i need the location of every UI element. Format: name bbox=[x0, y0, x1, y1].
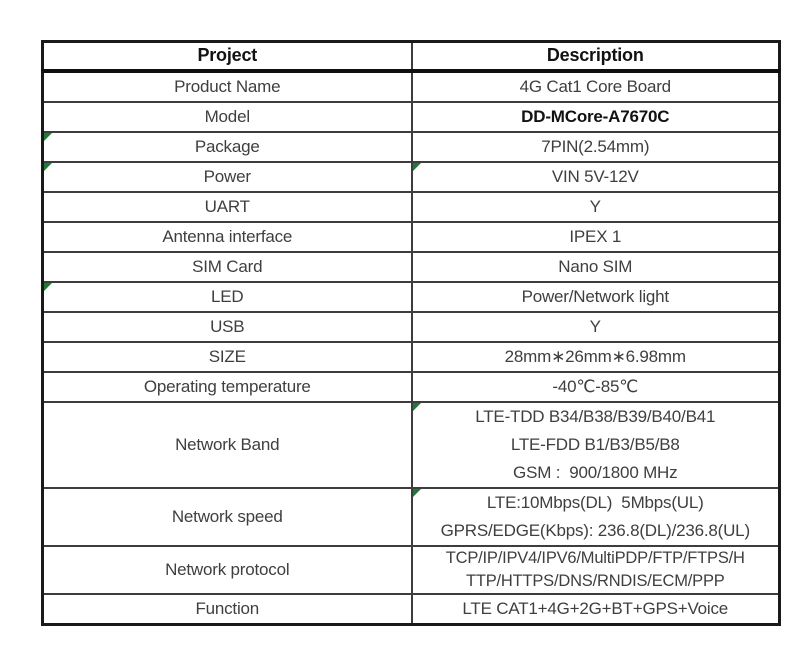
description-line: TTP/HTTPS/DNS/RNDIS/ECM/PPP bbox=[465, 571, 725, 590]
table-row-antenna-interface: Antenna interface IPEX 1 bbox=[41, 220, 781, 253]
project-cell: UART bbox=[41, 190, 413, 223]
description-line: 4G Cat1 Core Board bbox=[519, 76, 672, 96]
table-header-row: Project Description bbox=[41, 40, 781, 73]
project-cell: SIZE bbox=[41, 340, 413, 373]
table-row-network-band: Network Band LTE-TDD B34/B38/B39/B40/B41… bbox=[41, 400, 781, 489]
description-cell: IPEX 1 bbox=[410, 220, 781, 253]
description-line: VIN 5V-12V bbox=[551, 166, 639, 186]
project-cell: SIM Card bbox=[41, 250, 413, 283]
description-line: 7PIN(2.54mm) bbox=[541, 136, 650, 156]
description-line: LTE-TDD B34/B38/B39/B40/B41 bbox=[475, 406, 716, 426]
project-label: Power bbox=[203, 166, 251, 186]
description-cell: 7PIN(2.54mm) bbox=[410, 130, 781, 163]
spec-table: Project Description Product Name 4G Cat1… bbox=[41, 40, 781, 626]
table-row-model: Model DD-MCore-A7670C bbox=[41, 100, 781, 133]
description-line: DD-MCore-A7670C bbox=[521, 106, 670, 126]
project-label: Network speed bbox=[171, 506, 283, 526]
project-label: LED bbox=[211, 286, 244, 306]
project-label: Package bbox=[194, 136, 260, 156]
description-cell: LTE:10Mbps(DL) 5Mbps(UL) GPRS/EDGE(Kbps)… bbox=[410, 486, 781, 547]
project-label: Antenna interface bbox=[162, 226, 293, 246]
description-cell: Nano SIM bbox=[410, 250, 781, 283]
description-line: LTE-FDD B1/B3/B5/B8 bbox=[510, 434, 680, 454]
project-label: Network Band bbox=[175, 434, 280, 454]
table-row-uart: UART Y bbox=[41, 190, 781, 223]
project-cell: Network Band bbox=[41, 400, 413, 489]
description-line: LTE:10Mbps(DL) 5Mbps(UL) bbox=[486, 492, 704, 512]
project-label: Operating temperature bbox=[143, 376, 311, 396]
project-label: Model bbox=[204, 106, 251, 126]
table-row-sim-card: SIM Card Nano SIM bbox=[41, 250, 781, 283]
project-cell: Model bbox=[41, 100, 413, 133]
table-row-network-protocol: Network protocol TCP/IP/IPV4/IPV6/MultiP… bbox=[41, 544, 781, 595]
project-label: USB bbox=[210, 316, 245, 336]
table-row-package: Package 7PIN(2.54mm) bbox=[41, 130, 781, 163]
description-cell: DD-MCore-A7670C bbox=[410, 100, 781, 133]
description-cell: VIN 5V-12V bbox=[410, 160, 781, 193]
table-row-function: Function LTE CAT1+4G+2G+BT+GPS+Voice bbox=[41, 592, 781, 625]
cell-flag-triangle-icon bbox=[44, 133, 52, 141]
cell-flag-triangle-icon bbox=[413, 489, 421, 497]
description-cell: Power/Network light bbox=[410, 280, 781, 313]
project-cell: Network speed bbox=[41, 486, 413, 547]
description-line: Power/Network light bbox=[521, 286, 670, 306]
project-label: Product Name bbox=[174, 76, 281, 96]
description-line: Y bbox=[589, 316, 601, 336]
project-cell: LED bbox=[41, 280, 413, 313]
cell-flag-triangle-icon bbox=[44, 163, 52, 171]
table-row-led: LED Power/Network light bbox=[41, 280, 781, 313]
project-cell: Power bbox=[41, 160, 413, 193]
description-line: TCP/IP/IPV4/IPV6/MultiPDP/FTP/FTPS/H bbox=[445, 548, 745, 567]
cell-flag-triangle-icon bbox=[413, 403, 421, 411]
description-cell: Y bbox=[410, 190, 781, 223]
description-line: Y bbox=[589, 196, 601, 216]
description-line: LTE CAT1+4G+2G+BT+GPS+Voice bbox=[462, 598, 729, 618]
table-row-network-speed: Network speed LTE:10Mbps(DL) 5Mbps(UL) G… bbox=[41, 486, 781, 547]
project-cell: Operating temperature bbox=[41, 370, 413, 403]
project-cell: Package bbox=[41, 130, 413, 163]
table-row-operating-temperature: Operating temperature -40℃-85℃ bbox=[41, 370, 781, 403]
table-row-usb: USB Y bbox=[41, 310, 781, 343]
project-label: SIZE bbox=[208, 346, 246, 366]
description-cell: LTE-TDD B34/B38/B39/B40/B41 LTE-FDD B1/B… bbox=[410, 400, 781, 489]
project-cell: USB bbox=[41, 310, 413, 343]
column-header-description: Description bbox=[410, 40, 781, 73]
project-label: Network protocol bbox=[165, 559, 290, 579]
cell-flag-triangle-icon bbox=[413, 163, 421, 171]
description-cell: LTE CAT1+4G+2G+BT+GPS+Voice bbox=[410, 592, 781, 625]
description-line: GSM : 900/1800 MHz bbox=[513, 462, 678, 482]
project-cell: Product Name bbox=[41, 69, 413, 103]
column-header-project: Project bbox=[41, 40, 413, 73]
table-row-power: Power VIN 5V-12V bbox=[41, 160, 781, 193]
description-cell: -40℃-85℃ bbox=[410, 370, 781, 403]
description-cell: TCP/IP/IPV4/IPV6/MultiPDP/FTP/FTPS/H TTP… bbox=[410, 544, 781, 595]
project-label: UART bbox=[204, 196, 250, 216]
cell-flag-triangle-icon bbox=[44, 283, 52, 291]
description-line: GPRS/EDGE(Kbps): 236.8(DL)/236.8(UL) bbox=[440, 520, 751, 540]
project-label: SIM Card bbox=[192, 256, 263, 276]
table-row-product-name: Product Name 4G Cat1 Core Board bbox=[41, 69, 781, 103]
description-cell: 4G Cat1 Core Board bbox=[410, 69, 781, 103]
description-line: IPEX 1 bbox=[569, 226, 622, 246]
project-cell: Antenna interface bbox=[41, 220, 413, 253]
description-line: Nano SIM bbox=[558, 256, 633, 276]
project-label: Function bbox=[195, 598, 260, 618]
project-cell: Function bbox=[41, 592, 413, 625]
description-cell: 28mm∗26mm∗6.98mm bbox=[410, 340, 781, 373]
description-cell: Y bbox=[410, 310, 781, 343]
description-line: -40℃-85℃ bbox=[552, 376, 639, 396]
table-row-size: SIZE 28mm∗26mm∗6.98mm bbox=[41, 340, 781, 373]
project-cell: Network protocol bbox=[41, 544, 413, 595]
description-line: 28mm∗26mm∗6.98mm bbox=[504, 346, 686, 366]
